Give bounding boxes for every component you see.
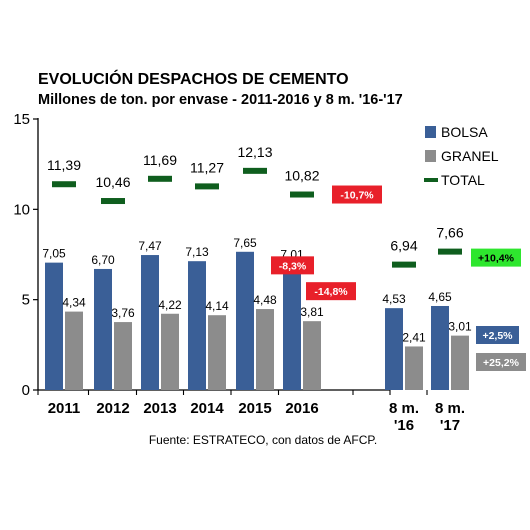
change-badges: -10,7% -8,3% -14,8% +10,4% +2,5% +25,2%: [271, 185, 526, 371]
bar-granel: [256, 309, 274, 390]
data-label-total: 10,46: [95, 174, 130, 190]
y-tick-label: 5: [22, 292, 30, 309]
legend-swatch-bolsa: [425, 126, 436, 138]
x-tick-label: 8 m.: [389, 400, 419, 417]
data-labels: 7,05 4,34 11,39 6,70 3,76 10,46 7,47 4,22 11,69 7…: [42, 144, 472, 345]
change-badge: [332, 185, 382, 204]
y-axis: 0 5 10 15: [13, 111, 39, 399]
data-label-total: 7,66: [436, 225, 463, 241]
bar-bolsa: [283, 263, 301, 390]
legend: BOLSA GRANEL TOTAL: [424, 124, 499, 188]
change-badge: [476, 326, 519, 344]
change-badge-label: +10,4%: [478, 253, 515, 265]
bars: [45, 251, 469, 390]
x-tick-label: '17: [440, 417, 460, 434]
bar-granel: [161, 313, 179, 390]
bar-granel: [405, 346, 423, 390]
change-badge-label: -8,3%: [279, 260, 307, 272]
change-badge: [271, 256, 314, 275]
bar-bolsa: [45, 262, 63, 390]
data-label-bolsa: 7,13: [185, 245, 209, 259]
total-markers: [52, 167, 462, 268]
data-label-granel: 4,22: [158, 298, 182, 312]
legend-label-total: TOTAL: [441, 172, 485, 188]
data-label-total: 11,39: [47, 157, 81, 173]
bar-bolsa: [385, 308, 403, 390]
bar-bolsa: [188, 261, 206, 390]
data-label-total: 11,69: [143, 152, 177, 168]
bar-granel: [65, 311, 83, 390]
bar-bolsa: [141, 255, 159, 390]
data-label-bolsa: 7,05: [42, 247, 66, 261]
y-tick-label: 0: [22, 382, 30, 399]
x-tick-label: 2011: [48, 400, 81, 417]
data-label-total: 11,27: [190, 159, 224, 175]
bar-granel: [208, 315, 226, 390]
legend-label-granel: GRANEL: [441, 148, 499, 164]
data-label-granel: 2,41: [402, 330, 426, 344]
total-marker: [148, 175, 172, 182]
data-label-total: 10,82: [284, 168, 319, 184]
x-tick-label: 2012: [96, 400, 129, 417]
total-marker: [290, 191, 314, 198]
data-label-granel: 4,34: [62, 296, 86, 310]
change-badge: [471, 248, 521, 267]
total-marker: [195, 183, 219, 190]
data-label-bolsa: 7,65: [233, 236, 257, 250]
data-label-total: 12,13: [237, 144, 272, 160]
change-badge: [476, 353, 526, 371]
y-tick-label: 10: [13, 201, 30, 218]
legend-swatch-granel: [425, 150, 436, 162]
x-tick-label: 2015: [238, 400, 271, 417]
data-label-granel: 4,14: [205, 299, 229, 313]
bar-bolsa: [431, 305, 449, 390]
data-label-total: 6,94: [390, 238, 417, 254]
x-tick-label: 8 m.: [435, 400, 465, 417]
legend-label-bolsa: BOLSA: [441, 124, 488, 140]
total-marker: [392, 261, 416, 268]
total-marker: [243, 167, 267, 174]
legend-swatch-total: [424, 178, 438, 182]
change-badge: [306, 282, 356, 301]
data-label-bolsa: 4,65: [428, 290, 452, 304]
data-label-granel: 3,76: [111, 306, 135, 320]
change-badge-label: -10,7%: [340, 190, 374, 202]
data-label-granel: 3,81: [300, 305, 324, 319]
x-tick-label: '16: [394, 417, 414, 434]
data-label-bolsa: 7,47: [138, 239, 162, 253]
data-label-bolsa: 6,70: [91, 253, 115, 267]
chart-title: EVOLUCIÓN DESPACHOS DE CEMENTO: [38, 69, 349, 88]
source-note: Fuente: ESTRATECO, con datos de AFCP.: [149, 433, 377, 447]
change-badge-label: +25,2%: [483, 357, 520, 369]
data-label-granel: 3,01: [448, 320, 472, 334]
bar-bolsa: [94, 268, 112, 390]
bar-granel: [303, 321, 321, 390]
total-marker: [52, 181, 76, 188]
x-axis: 2011 2012 2013 2014 2015 2016 8 m.'168 m.'17: [37, 389, 465, 434]
change-badge-label: +2,5%: [482, 330, 513, 342]
bar-bolsa: [236, 251, 254, 390]
total-marker: [101, 198, 125, 205]
bar-granel: [451, 335, 469, 390]
bar-granel: [114, 322, 132, 390]
chart-subtitle: Millones de ton. por envase - 2011-2016 …: [38, 92, 403, 108]
x-tick-label: 2016: [285, 400, 318, 417]
data-label-bolsa: 4,53: [382, 292, 406, 306]
y-tick-label: 15: [13, 111, 30, 128]
total-marker: [438, 248, 462, 255]
x-tick-label: 2013: [143, 400, 176, 417]
change-badge-label: -14,8%: [314, 286, 348, 298]
x-tick-label: 2014: [190, 400, 224, 417]
data-label-granel: 4,48: [253, 293, 277, 307]
